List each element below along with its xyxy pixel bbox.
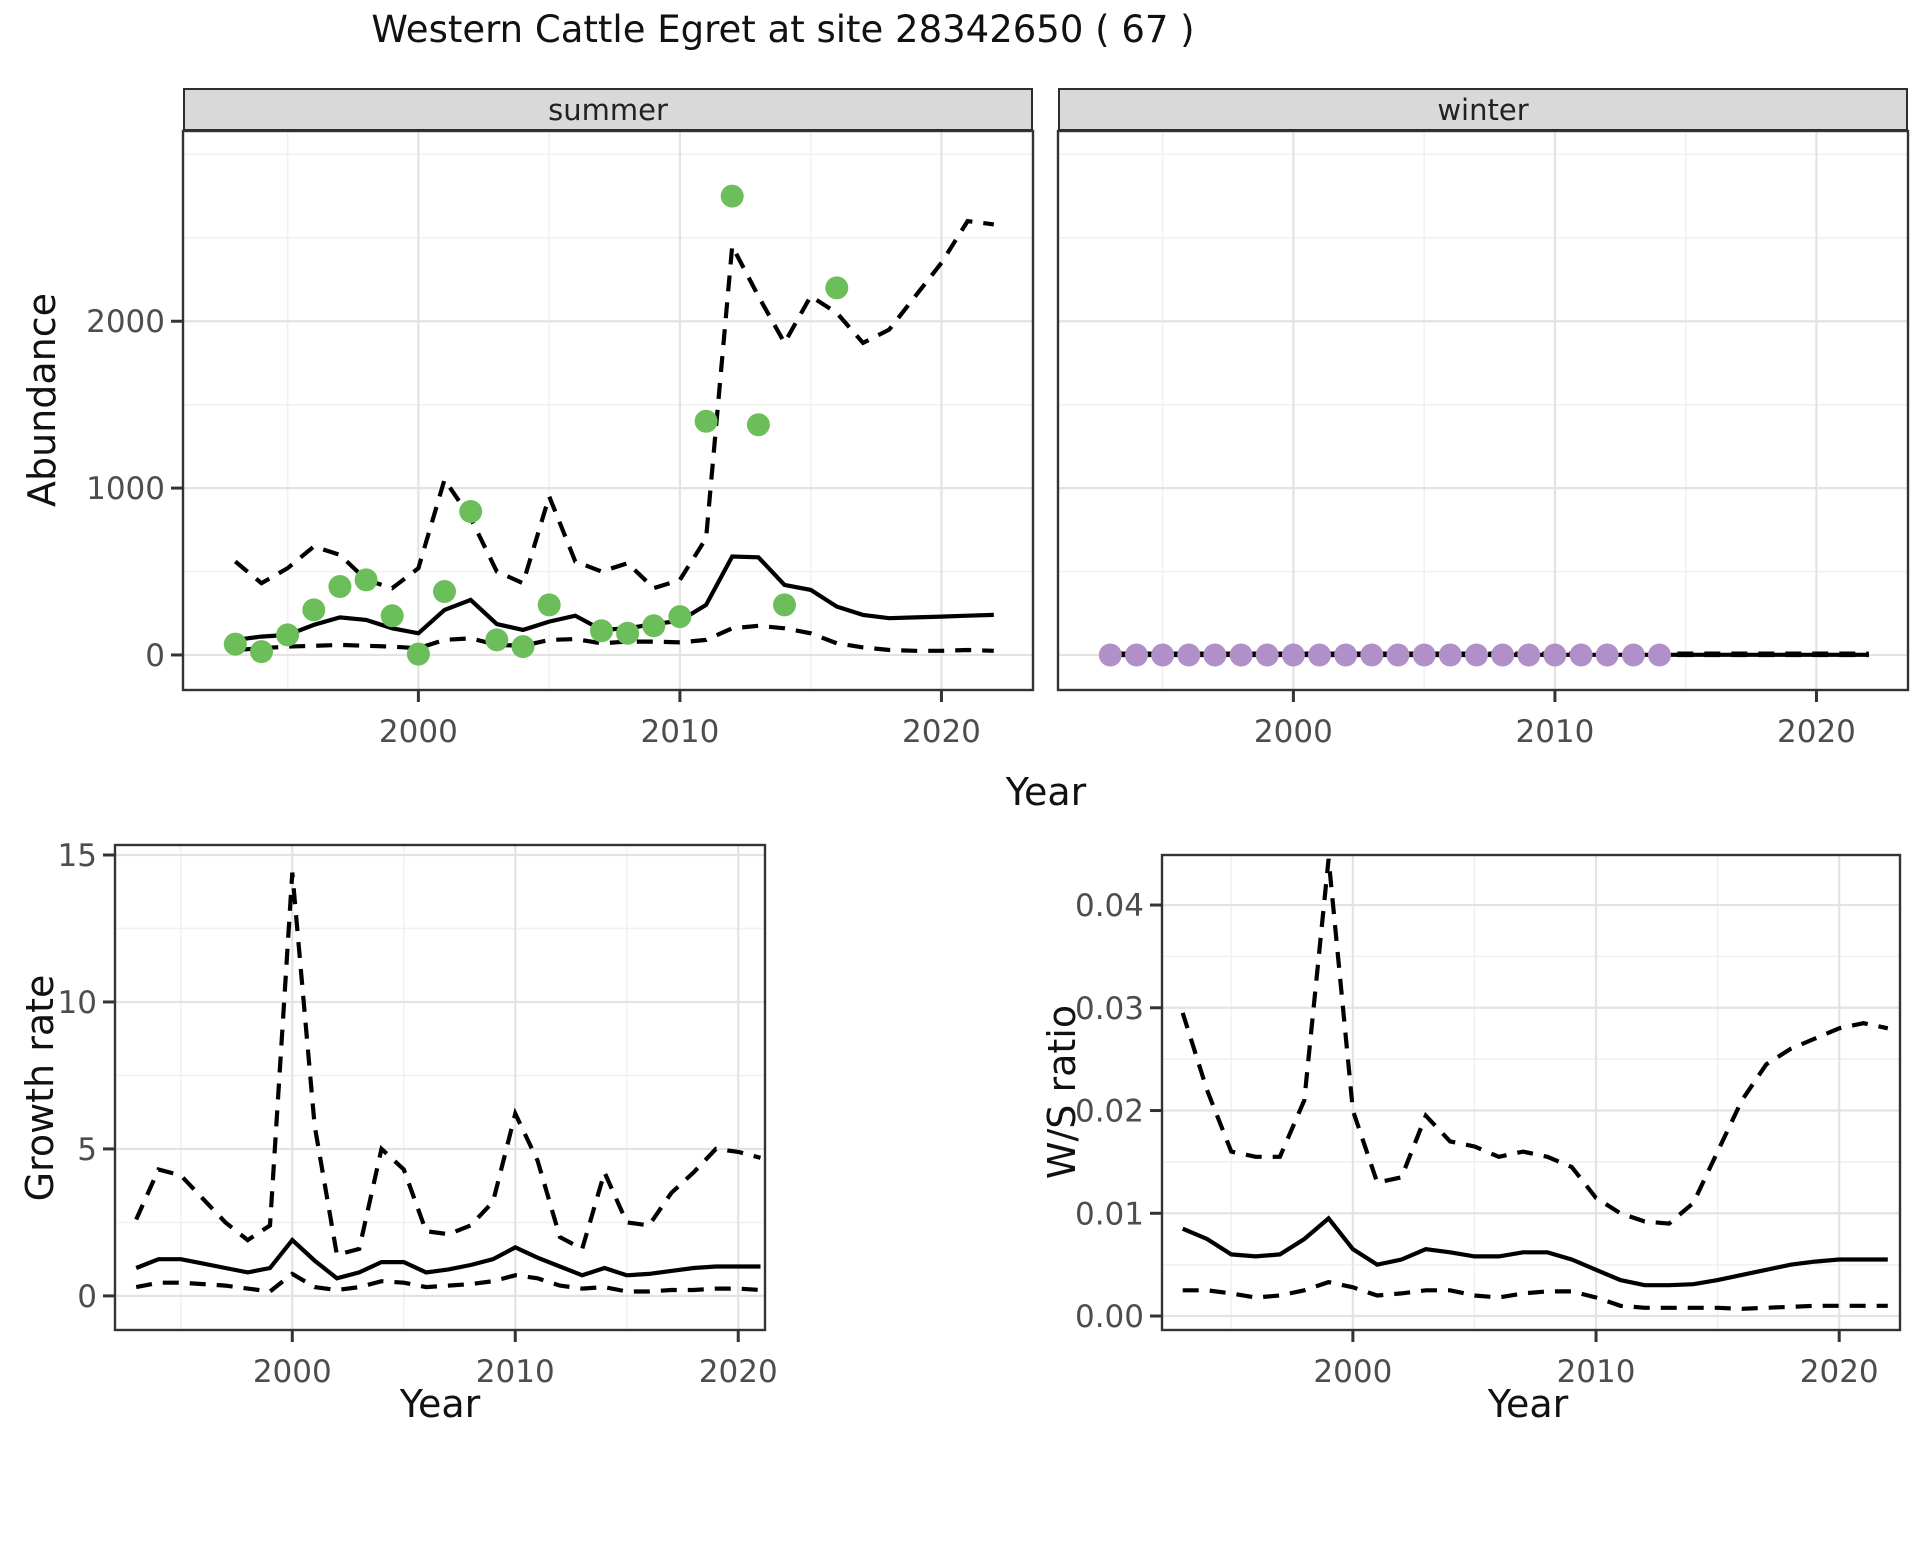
- y-tick-label: 5: [77, 1132, 97, 1168]
- x-tick-label: 2020: [902, 714, 981, 750]
- data-point: [406, 642, 430, 666]
- x-tick-label: 2000: [379, 714, 458, 750]
- facet-strip-summer: summer: [183, 88, 1033, 131]
- y-tick-label: 10: [58, 985, 97, 1021]
- x-tick-label: 2010: [1515, 714, 1594, 750]
- data-point: [1281, 643, 1305, 667]
- data-point: [1151, 643, 1175, 667]
- x-tick-label: 2000: [1313, 1354, 1392, 1390]
- data-point: [694, 409, 718, 433]
- facet-strip-winter: winter: [1058, 88, 1908, 131]
- lower_ci-line: [1182, 1279, 1888, 1311]
- data-point: [1255, 643, 1279, 667]
- data-point: [825, 276, 849, 300]
- data-point: [1543, 643, 1567, 667]
- y-tick-label: 0.02: [1075, 1094, 1144, 1130]
- x-tick-label: 2020: [699, 1354, 778, 1390]
- page-title: Western Cattle Egret at site 28342650 ( …: [371, 8, 1195, 51]
- x-tick-label: 2010: [640, 714, 719, 750]
- data-point: [773, 593, 796, 617]
- data-point: [380, 604, 404, 628]
- panel-ws_ratio: 2000 2010 2020 0.00 0.01 0.02 0.03 0.04: [1075, 853, 1902, 1390]
- data-point: [276, 623, 300, 647]
- data-point: [354, 568, 378, 592]
- y-tick-label: 2000: [86, 304, 165, 340]
- data-point: [1334, 643, 1358, 667]
- data-point: [1595, 643, 1619, 667]
- data-point: [1229, 643, 1253, 667]
- y-tick-label: 0.00: [1075, 1299, 1144, 1335]
- x-tick-label: 2010: [476, 1354, 555, 1390]
- data-point: [1308, 643, 1331, 667]
- data-point: [1412, 643, 1436, 667]
- x-tick-label: 2020: [1777, 714, 1856, 750]
- y-tick-label: 0: [145, 638, 165, 674]
- panel-border: [1160, 853, 1902, 1332]
- data-point: [1360, 643, 1384, 667]
- x-tick-label: 2000: [253, 1354, 332, 1390]
- data-point: [1438, 643, 1462, 667]
- data-point: [1491, 643, 1515, 667]
- facet-strip-winter-label: winter: [1437, 92, 1529, 127]
- data-point: [1621, 643, 1645, 667]
- data-point: [328, 575, 352, 598]
- upper_ci-line: [134, 872, 762, 1258]
- data-point: [642, 614, 666, 638]
- panel-border: [181, 129, 1035, 692]
- data-point: [485, 628, 509, 652]
- lower_ci-line: [135, 1271, 761, 1294]
- y-tick-label: 0.03: [1075, 991, 1144, 1027]
- panel-abundance_summer: 2000 2010 2020 0 1000 2000: [86, 129, 1035, 750]
- data-point: [616, 621, 640, 645]
- panel-border: [113, 843, 767, 1332]
- fit-line: [135, 1237, 761, 1281]
- upper_ci-line: [233, 218, 995, 591]
- data-point: [1517, 643, 1541, 667]
- y-tick-label: 0.01: [1075, 1196, 1144, 1232]
- lower_ci-line: [235, 623, 994, 653]
- x-tick-label: 2020: [1800, 1354, 1879, 1390]
- data-point: [1203, 643, 1227, 667]
- data-point: [1125, 643, 1148, 667]
- data-point: [302, 598, 326, 622]
- data-point: [223, 632, 247, 656]
- data-point: [537, 593, 561, 617]
- data-point: [720, 184, 744, 208]
- fit-line: [235, 554, 994, 642]
- data-point: [1465, 643, 1488, 667]
- data-point: [1386, 643, 1410, 667]
- data-point: [1569, 643, 1593, 667]
- data-point: [746, 413, 770, 437]
- y-tick-label: 0: [77, 1279, 97, 1315]
- data-point: [590, 619, 613, 643]
- data-point: [1648, 643, 1671, 667]
- data-point: [668, 605, 692, 629]
- y-tick-label: 1000: [86, 471, 165, 507]
- x-tick-label: 2010: [1557, 1354, 1636, 1390]
- upper_ci-line: [1180, 858, 1889, 1226]
- data-point: [511, 635, 535, 659]
- data-point: [459, 500, 483, 523]
- x-tick-label: 2000: [1254, 714, 1333, 750]
- panel-abundance_winter: 2000 2010 2020: [1056, 129, 1910, 750]
- y-tick-label: 15: [58, 838, 97, 874]
- data-point: [1098, 643, 1122, 667]
- data-point: [250, 640, 273, 664]
- panel-growth_rate: 2000 2010 2020 0 5 10 15: [58, 838, 778, 1390]
- fit-line: [1181, 1215, 1888, 1288]
- data-point: [433, 580, 456, 603]
- facet-strip-summer-label: summer: [548, 92, 668, 127]
- data-point: [1177, 643, 1201, 667]
- y-tick-label: 0.04: [1075, 888, 1144, 924]
- panel-border: [1056, 129, 1910, 692]
